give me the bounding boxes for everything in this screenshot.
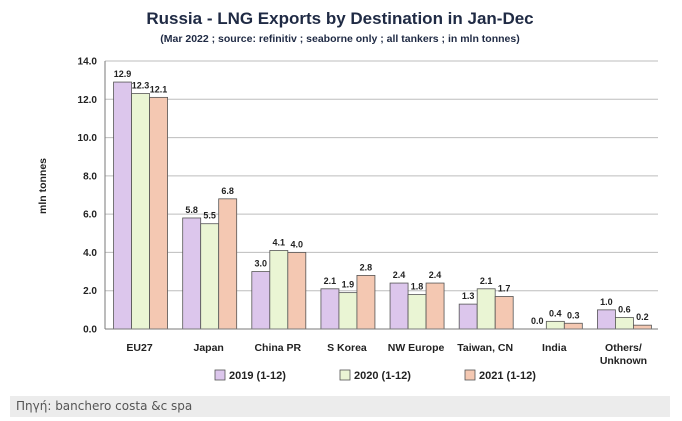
- category-label: Japan: [194, 342, 224, 354]
- data-label: 1.7: [498, 283, 511, 293]
- data-label: 0.2: [636, 312, 649, 322]
- chart-frame: Russia - LNG Exports by Destination in J…: [10, 0, 670, 396]
- category-label: Taiwan, CN: [457, 342, 513, 354]
- bars: 12.912.3 12.1 5.8 5.5 6.8 3.0 4.1 4.0 2.1 1.9 2.8 2…: [113, 69, 652, 330]
- bar: [251, 271, 271, 330]
- bar: [287, 252, 307, 330]
- source-bar: Πηγή: banchero costa &c spa: [10, 396, 670, 417]
- bar: [615, 317, 634, 330]
- bar: [356, 274, 376, 330]
- y-tick-label: 8.0: [83, 171, 97, 182]
- y-axis-label: mln tonnes: [37, 158, 49, 214]
- y-tick-label: 0.0: [83, 325, 97, 336]
- data-label: 2.4: [429, 270, 442, 280]
- chart-title: Russia - LNG Exports by Destination in J…: [146, 9, 533, 28]
- data-label: 1.9: [342, 280, 355, 290]
- data-label: 2.1: [324, 276, 337, 286]
- legend-label: 2021 (1-12): [479, 370, 536, 382]
- bar: [476, 288, 496, 330]
- category-label-line: Others/: [605, 342, 642, 354]
- y-tick-label: 12.0: [78, 95, 98, 106]
- bar: [597, 309, 616, 330]
- data-label: 2.8: [360, 262, 373, 272]
- chart: Russia - LNG Exports by Destination in J…: [37, 9, 658, 382]
- y-tick-label: 14.0: [78, 57, 98, 68]
- bar: [320, 288, 340, 330]
- bar: [149, 96, 168, 330]
- data-label: 0.6: [618, 305, 631, 315]
- y-tick-label: 6.0: [83, 210, 97, 221]
- bar: [389, 282, 409, 330]
- bar: [458, 303, 478, 330]
- data-label: 0.0: [531, 316, 544, 326]
- data-label: 4.1: [273, 238, 286, 248]
- data-label: 1.0: [600, 297, 613, 307]
- bar: [200, 223, 220, 330]
- chart-subtitle: (Mar 2022 ; source: refinitiv ; seaborne…: [160, 33, 519, 45]
- legend-swatch: [464, 369, 476, 381]
- bar: [182, 217, 202, 330]
- legend-swatch: [339, 369, 351, 381]
- bar: [425, 282, 445, 330]
- data-label: 12.9: [114, 69, 132, 79]
- bar: [633, 324, 652, 330]
- category-label: India: [542, 342, 567, 354]
- data-label: 12.3: [132, 81, 150, 91]
- bar: [218, 198, 238, 330]
- data-label: 1.3: [462, 291, 475, 301]
- category-label: China PR: [254, 342, 301, 354]
- data-label: 6.8: [221, 186, 234, 196]
- data-label: 0.3: [567, 310, 580, 320]
- bar: [563, 322, 583, 330]
- category-label: S Korea: [327, 342, 367, 354]
- bar: [131, 93, 150, 330]
- y-tick-label: 2.0: [83, 286, 97, 297]
- data-label: 0.4: [549, 308, 562, 318]
- data-label: 2.4: [393, 270, 406, 280]
- legend: 2019 (1-12) 2020 (1-12) 2021 (1-12): [214, 369, 536, 382]
- legend-label: 2019 (1-12): [229, 370, 286, 382]
- data-label: 1.8: [411, 282, 424, 292]
- source-caption: Πηγή: banchero costa &c spa: [16, 399, 193, 413]
- bar: [338, 292, 358, 330]
- y-tick-label: 4.0: [83, 248, 97, 259]
- data-label: 5.8: [185, 205, 198, 215]
- category-label: Others/Unknown: [600, 342, 647, 367]
- y-tick-label: 10.0: [78, 133, 98, 144]
- data-label: 12.1: [150, 84, 168, 94]
- axes: 0.0 2.0 4.0 6.0 8.0 10.0 12.0 14.0 EU27 Japan Chin…: [78, 57, 658, 367]
- legend-label: 2020 (1-12): [354, 370, 411, 382]
- data-label: 2.1: [480, 276, 493, 286]
- category-label-line: Unknown: [600, 355, 647, 367]
- data-label: 4.0: [291, 239, 304, 249]
- bar: [113, 81, 132, 330]
- category-label: NW Europe: [388, 342, 445, 354]
- bar: [545, 320, 565, 330]
- bar: [407, 294, 427, 330]
- legend-swatch: [214, 369, 226, 381]
- category-label: EU27: [126, 342, 152, 354]
- data-label: 5.5: [203, 211, 216, 221]
- data-label: 3.0: [255, 259, 268, 269]
- bar: [269, 250, 289, 330]
- bar: [494, 296, 514, 330]
